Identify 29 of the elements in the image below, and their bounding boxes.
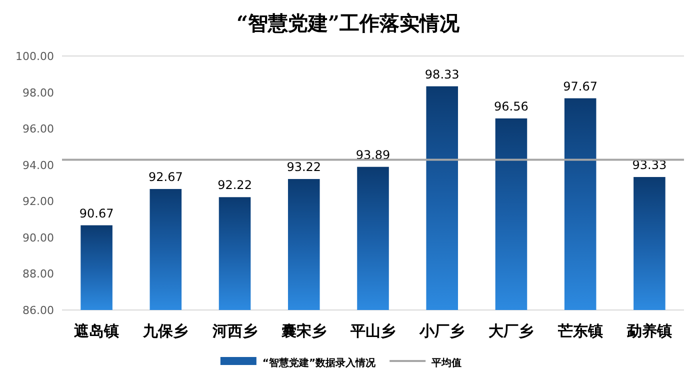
data-label: 93.33 <box>632 158 667 172</box>
y-tick-label: 86.00 <box>22 304 54 317</box>
data-label: 97.67 <box>563 79 598 94</box>
x-tick-label: 九保乡 <box>142 322 188 340</box>
x-tick-label: 大厂乡 <box>488 322 534 340</box>
data-label: 93.22 <box>286 160 322 174</box>
y-tick-label: 90.00 <box>22 231 54 244</box>
data-label: 93.89 <box>356 148 390 162</box>
x-tick-label: 河西乡 <box>211 322 258 340</box>
legend-label: 平均值 <box>430 357 462 369</box>
y-tick-label: 100.00 <box>16 50 54 63</box>
data-label: 98.33 <box>424 67 460 82</box>
y-tick-label: 88.00 <box>22 268 54 281</box>
data-label: 92.67 <box>148 170 183 184</box>
chart-title: “智慧党建”工作落实情况 <box>236 11 460 35</box>
y-tick-label: 92.00 <box>22 195 54 208</box>
data-label: 92.22 <box>218 178 252 192</box>
x-tick-label: 勐养镇 <box>626 322 672 340</box>
x-tick-label: 芒东镇 <box>556 322 603 340</box>
data-label: 90.67 <box>79 206 114 220</box>
x-tick-label: 小厂乡 <box>418 322 465 340</box>
x-tick-label: 遮岛镇 <box>73 322 120 340</box>
data-label: 96.56 <box>494 99 528 114</box>
y-tick-label: 94.00 <box>22 158 54 172</box>
legend-label: “智慧党建”数据录入情况 <box>262 357 377 369</box>
x-tick-label: 囊宋乡 <box>280 322 326 340</box>
y-tick-label: 96.00 <box>22 122 54 136</box>
x-tick-label: 平山乡 <box>350 322 396 340</box>
y-tick-label: 98.00 <box>22 86 54 100</box>
